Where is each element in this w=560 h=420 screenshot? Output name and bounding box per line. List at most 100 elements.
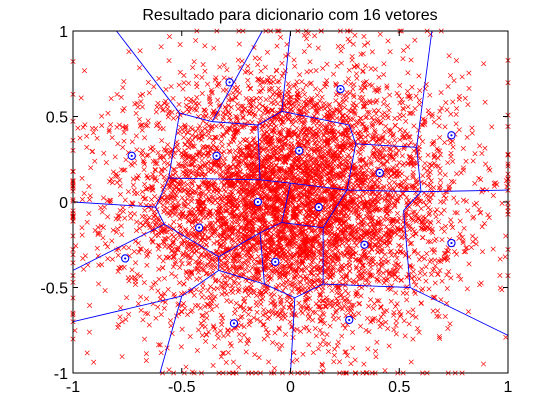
sample-point — [168, 190, 175, 196]
sample-point — [282, 68, 288, 74]
sample-point — [174, 142, 180, 148]
sample-point — [115, 324, 121, 330]
sample-point — [242, 288, 248, 294]
sample-point — [441, 199, 447, 205]
sample-point — [200, 312, 206, 318]
sample-point — [241, 158, 247, 164]
sample-point — [184, 168, 190, 174]
sample-point — [424, 251, 430, 257]
sample-point — [235, 57, 241, 63]
sample-point — [228, 117, 234, 123]
sample-point — [226, 142, 232, 148]
sample-point — [260, 322, 266, 328]
sample-point — [325, 348, 332, 355]
sample-point — [405, 88, 411, 94]
sample-point — [347, 38, 353, 44]
sample-point — [183, 102, 189, 108]
sample-point — [397, 313, 403, 319]
sample-point — [405, 70, 411, 76]
sample-point — [399, 191, 405, 197]
sample-point — [157, 342, 163, 348]
sample-point — [376, 136, 382, 143]
sample-point — [219, 265, 225, 271]
sample-point — [220, 162, 226, 168]
sample-point — [418, 206, 424, 212]
sample-point — [170, 238, 176, 244]
sample-point — [412, 37, 418, 43]
sample-point — [119, 232, 125, 238]
sample-point — [459, 74, 465, 80]
sample-point — [393, 331, 399, 337]
sample-point — [219, 291, 225, 297]
sample-point — [389, 224, 396, 230]
sample-point — [153, 315, 159, 321]
sample-point — [292, 63, 298, 69]
sample-point — [290, 159, 296, 165]
sample-point — [303, 82, 309, 88]
sample-point — [186, 104, 192, 110]
sample-point — [371, 108, 377, 114]
sample-point — [173, 246, 179, 252]
sample-point — [390, 195, 396, 201]
sample-point — [156, 266, 162, 272]
sample-point — [397, 137, 403, 143]
sample-point — [237, 314, 244, 320]
sample-point — [146, 215, 152, 221]
sample-point — [272, 330, 278, 336]
sample-point — [372, 232, 378, 238]
sample-point — [376, 74, 382, 80]
sample-point — [244, 163, 250, 169]
sample-point — [199, 153, 205, 159]
sample-point — [121, 79, 127, 85]
sample-point — [132, 276, 139, 282]
sample-point — [280, 101, 286, 107]
sample-point — [314, 92, 320, 98]
sample-point — [266, 220, 272, 226]
sample-point — [110, 169, 116, 175]
sample-point — [330, 265, 336, 271]
sample-point — [205, 144, 211, 150]
sample-point — [114, 226, 121, 232]
sample-point — [135, 301, 142, 307]
sample-point — [123, 157, 129, 163]
sample-point — [384, 83, 390, 89]
sample-point — [447, 72, 454, 79]
sample-point — [298, 308, 304, 314]
sample-point — [115, 141, 121, 147]
sample-point — [273, 169, 279, 175]
sample-point — [189, 246, 195, 252]
sample-point — [366, 303, 372, 309]
sample-point — [408, 110, 414, 116]
sample-point — [288, 301, 294, 307]
sample-point — [131, 249, 137, 255]
sample-point — [221, 350, 227, 356]
sample-point — [398, 312, 404, 318]
sample-point — [427, 239, 433, 245]
sample-point — [183, 228, 189, 234]
sample-point — [360, 51, 366, 57]
sample-point — [245, 336, 251, 342]
sample-point — [223, 359, 229, 365]
sample-point — [370, 135, 376, 141]
sample-point — [292, 131, 298, 137]
sample-point — [271, 74, 277, 80]
sample-point — [145, 311, 151, 317]
sample-point — [199, 128, 205, 134]
sample-point — [408, 57, 414, 63]
sample-point — [243, 349, 249, 355]
sample-point — [386, 270, 392, 276]
sample-point — [274, 43, 280, 49]
sample-point — [503, 233, 509, 239]
sample-point — [460, 197, 467, 203]
sample-point — [148, 184, 154, 190]
sample-point — [251, 261, 257, 267]
sample-point — [443, 195, 449, 201]
sample-point — [260, 86, 266, 92]
sample-point — [349, 329, 356, 335]
sample-point — [259, 123, 265, 129]
sample-point — [299, 79, 305, 85]
sample-point — [372, 87, 378, 93]
sample-point — [300, 87, 306, 93]
sample-point — [179, 309, 185, 315]
sample-point — [236, 364, 242, 370]
